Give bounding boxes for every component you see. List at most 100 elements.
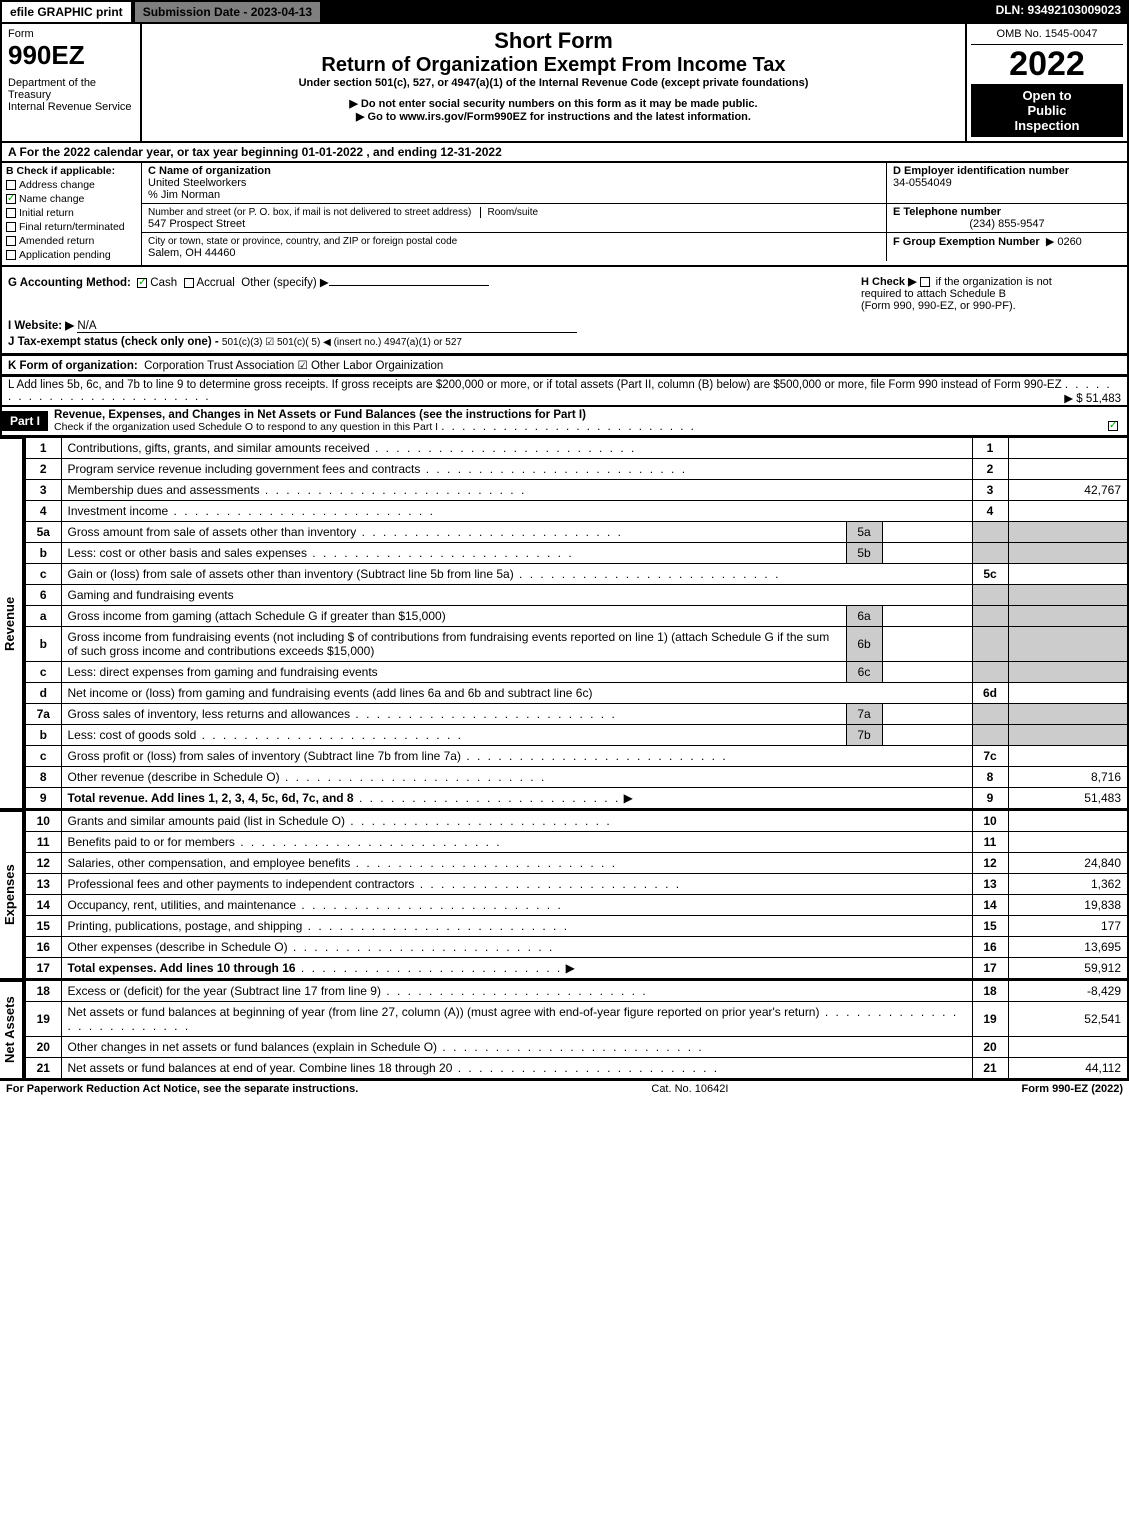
group-exemption-value: ▶ 0260 <box>1046 236 1082 248</box>
form-id-block: Form 990EZ Department of the Treasury In… <box>2 24 142 141</box>
line-5c: cGain or (loss) from sale of assets othe… <box>25 564 1128 585</box>
check-address-change[interactable]: Address change <box>6 179 137 191</box>
check-name-change[interactable]: Name change <box>6 193 137 205</box>
line-6d: dNet income or (loss) from gaming and fu… <box>25 683 1128 704</box>
line-6b: bGross income from fundraising events (n… <box>25 627 1128 662</box>
form-subtitle: Under section 501(c), 527, or 4947(a)(1)… <box>148 77 959 89</box>
room-label: Room/suite <box>480 207 538 218</box>
section-i: I Website: ▶ N/A <box>8 318 1121 333</box>
section-b-checkboxes: B Check if applicable: Address change Na… <box>2 163 142 265</box>
line-8: 8Other revenue (describe in Schedule O)8… <box>25 767 1128 788</box>
line-19: 19Net assets or fund balances at beginni… <box>25 1002 1128 1037</box>
revenue-side-label: Revenue <box>0 437 24 810</box>
form-label: Form <box>8 28 134 40</box>
net-assets-table: 18Excess or (deficit) for the year (Subt… <box>24 980 1129 1080</box>
short-form-label: Short Form <box>148 28 959 54</box>
line-6a: aGross income from gaming (attach Schedu… <box>25 606 1128 627</box>
revenue-section: Revenue 1Contributions, gifts, grants, a… <box>0 437 1129 810</box>
omb-number: OMB No. 1545-0047 <box>971 28 1123 45</box>
efile-print-label: efile GRAPHIC print <box>0 0 133 24</box>
accounting-method-label: G Accounting Method: <box>8 277 131 289</box>
inspection-badge: Open to Public Inspection <box>971 84 1123 137</box>
section-a-year: A For the 2022 calendar year, or tax yea… <box>0 143 1129 163</box>
line-5a: 5aGross amount from sale of assets other… <box>25 522 1128 543</box>
expenses-table: 10Grants and similar amounts paid (list … <box>24 810 1129 980</box>
footer-center: Cat. No. 10642I <box>651 1083 728 1095</box>
website-value: N/A <box>77 320 577 333</box>
footer-left: For Paperwork Reduction Act Notice, see … <box>6 1083 358 1095</box>
phone-label: E Telephone number <box>893 206 1121 218</box>
line-3: 3Membership dues and assessments342,767 <box>25 480 1128 501</box>
section-b-label: B Check if applicable: <box>6 165 137 177</box>
section-g: G Accounting Method: Cash Accrual Other … <box>8 275 861 312</box>
phone-cell: E Telephone number (234) 855-9547 <box>887 204 1127 232</box>
care-of-value: % Jim Norman <box>148 189 880 201</box>
line-14: 14Occupancy, rent, utilities, and mainte… <box>25 895 1128 916</box>
line-6c: cLess: direct expenses from gaming and f… <box>25 662 1128 683</box>
check-accrual[interactable] <box>184 278 194 288</box>
check-schedule-o-part-i[interactable] <box>1108 421 1118 431</box>
line-20: 20Other changes in net assets or fund ba… <box>25 1037 1128 1058</box>
section-k-row: K Form of organization: Corporation Trus… <box>0 355 1129 376</box>
topbar-spacer <box>322 0 987 24</box>
footer-right: Form 990-EZ (2022) <box>1022 1083 1123 1095</box>
check-amended-return[interactable]: Amended return <box>6 235 137 247</box>
phone-value: (234) 855-9547 <box>893 218 1121 230</box>
misc-rows: G Accounting Method: Cash Accrual Other … <box>0 267 1129 355</box>
check-cash[interactable] <box>137 278 147 288</box>
org-name-cell: C Name of organization United Steelworke… <box>142 163 887 203</box>
irs-label: Internal Revenue Service <box>8 101 134 113</box>
ein-cell: D Employer identification number 34-0554… <box>887 163 1127 203</box>
form-of-org-opts: Corporation Trust Association ☑ Other La… <box>144 360 443 372</box>
line-6: 6Gaming and fundraising events <box>25 585 1128 606</box>
form-of-org-label: K Form of organization: <box>8 360 138 372</box>
line-13: 13Professional fees and other payments t… <box>25 874 1128 895</box>
tax-exempt-label: J Tax-exempt status (check only one) - <box>8 336 219 348</box>
ein-value: 34-0554049 <box>893 177 1121 189</box>
section-h-label: H Check ▶ <box>861 276 917 288</box>
line-11: 11Benefits paid to or for members11 <box>25 832 1128 853</box>
part-i-label: Part I <box>2 411 48 431</box>
section-cde-block: C Name of organization United Steelworke… <box>142 163 1127 265</box>
part-i-title: Revenue, Expenses, and Changes in Net As… <box>48 407 1127 435</box>
check-final-return[interactable]: Final return/terminated <box>6 221 137 233</box>
expenses-section: Expenses 10Grants and similar amounts pa… <box>0 810 1129 980</box>
tax-exempt-opts: 501(c)(3) ☑ 501(c)( 5) ◀ (insert no.) 49… <box>222 337 462 348</box>
revenue-table: 1Contributions, gifts, grants, and simil… <box>24 437 1129 810</box>
group-exemption-cell: F Group Exemption Number ▶ 0260 <box>887 233 1127 261</box>
page-footer: For Paperwork Reduction Act Notice, see … <box>0 1080 1129 1097</box>
line-7a: 7aGross sales of inventory, less returns… <box>25 704 1128 725</box>
section-l-text: L Add lines 5b, 6c, and 7b to line 9 to … <box>8 379 1062 391</box>
dept-label: Department of the Treasury <box>8 77 134 101</box>
other-method-input[interactable] <box>329 285 489 286</box>
submission-date-label: Submission Date - 2023-04-13 <box>133 0 322 24</box>
section-h: H Check ▶ if the organization is not req… <box>861 275 1121 312</box>
form-title: Return of Organization Exempt From Incom… <box>148 54 959 77</box>
tax-year: 2022 <box>971 45 1123 84</box>
line-4: 4Investment income4 <box>25 501 1128 522</box>
org-name-label: C Name of organization <box>148 165 880 177</box>
part-i-header-row: Part I Revenue, Expenses, and Changes in… <box>0 407 1129 437</box>
line-5b: bLess: cost or other basis and sales exp… <box>25 543 1128 564</box>
check-schedule-b[interactable] <box>920 277 930 287</box>
net-assets-section: Net Assets 18Excess or (deficit) for the… <box>0 980 1129 1080</box>
line-21: 21Net assets or fund balances at end of … <box>25 1058 1128 1080</box>
line-7c: cGross profit or (loss) from sales of in… <box>25 746 1128 767</box>
form-header: Form 990EZ Department of the Treasury In… <box>0 24 1129 143</box>
check-initial-return[interactable]: Initial return <box>6 207 137 219</box>
street-cell: Number and street (or P. O. box, if mail… <box>142 204 887 232</box>
section-j: J Tax-exempt status (check only one) - 5… <box>8 336 1121 348</box>
gross-receipts-value: ▶ $ 51,483 <box>1064 391 1121 405</box>
city-label: City or town, state or province, country… <box>148 236 457 247</box>
org-name-value: United Steelworkers <box>148 177 880 189</box>
check-application-pending[interactable]: Application pending <box>6 249 137 261</box>
ein-label: D Employer identification number <box>893 165 1121 177</box>
form-number: 990EZ <box>8 40 134 71</box>
line-7b: bLess: cost of goods sold7b <box>25 725 1128 746</box>
line-1: 1Contributions, gifts, grants, and simil… <box>25 438 1128 459</box>
dln-label: DLN: 93492103009023 <box>988 0 1129 24</box>
street-value: 547 Prospect Street <box>148 218 880 230</box>
inspection-line-2: Public <box>975 103 1119 118</box>
street-label: Number and street (or P. O. box, if mail… <box>148 207 471 218</box>
form-note-2: ▶ Go to www.irs.gov/Form990EZ for instru… <box>148 110 959 123</box>
